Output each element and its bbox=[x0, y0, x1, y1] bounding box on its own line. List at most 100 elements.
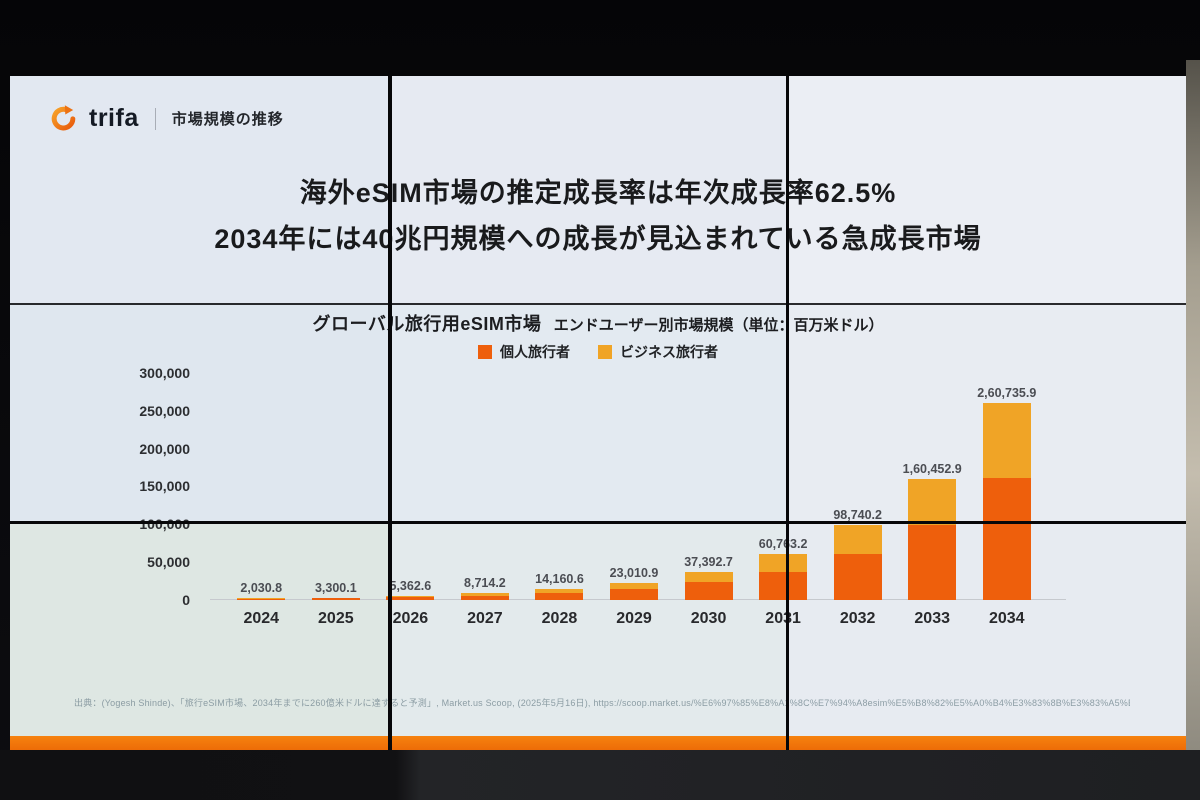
bar-stack bbox=[759, 554, 808, 600]
y-tick-label: 150,000 bbox=[139, 478, 190, 495]
bar-stack bbox=[311, 597, 360, 600]
bar-value-label: 37,392.7 bbox=[684, 554, 733, 569]
y-tick-label: 0 bbox=[182, 591, 190, 608]
wall-tile bbox=[788, 76, 1186, 305]
room-floor-shadow bbox=[0, 750, 1200, 800]
bar-value-label: 8,714.2 bbox=[464, 576, 506, 591]
x-axis-year-label: 2031 bbox=[765, 610, 801, 627]
bar-value-label: 23,010.9 bbox=[609, 565, 659, 580]
bar-value-label: 2,030.8 bbox=[240, 581, 283, 596]
bar-group-2025: 3,300.1 2025 bbox=[299, 356, 374, 627]
bezel-seam-vertical bbox=[786, 76, 789, 750]
business-segment bbox=[610, 582, 658, 590]
bar-group-2030: 37,392.7 2030 bbox=[671, 356, 746, 627]
bar-stack bbox=[610, 582, 658, 600]
y-tick-label: 200,000 bbox=[139, 440, 190, 457]
slide-section-label: 市場規模の推移 bbox=[171, 111, 284, 128]
bezel-seam-horizontal bbox=[10, 521, 1186, 524]
business-segment bbox=[833, 525, 882, 554]
personal-swatch-icon bbox=[478, 345, 492, 359]
chart-title-main: グローバル旅行用eSIM市場 bbox=[312, 314, 542, 334]
personal-segment bbox=[311, 598, 360, 600]
bar-group-2024: 2,030.8 2024 bbox=[224, 356, 299, 627]
brand-logo-text: trifa bbox=[89, 104, 139, 132]
x-axis-year-label: 2029 bbox=[616, 610, 652, 627]
bar-group-2031: 60,763.2 2031 bbox=[746, 356, 821, 627]
brand-row: trifa 市場規模の推移 bbox=[50, 104, 284, 133]
bar-group-2034: 2,60,735.9 2034 bbox=[969, 356, 1044, 627]
headline-line-1: 海外eSIM市場の推定成長率は年次成長率62.5% bbox=[299, 178, 897, 208]
personal-segment bbox=[908, 524, 957, 600]
slide-accent-strip bbox=[10, 736, 1186, 750]
wall-tile bbox=[10, 76, 390, 305]
bar-group-2033: 1,60,452.9 2033 bbox=[895, 356, 970, 627]
bar-group-2032: 98,740.2 2032 bbox=[820, 356, 895, 627]
business-segment bbox=[535, 589, 584, 594]
wall-tile bbox=[10, 524, 390, 750]
bar-stack bbox=[386, 595, 435, 600]
personal-segment bbox=[460, 595, 509, 600]
wall-tile bbox=[390, 76, 788, 305]
business-segment bbox=[460, 593, 509, 596]
personal-segment bbox=[982, 477, 1031, 600]
source-citation: 出典：(Yogesh Shinde)、「旅行eSIM市場、2034年までに260… bbox=[74, 698, 1130, 708]
personal-segment bbox=[833, 553, 882, 600]
bar-value-label: 2,60,735.9 bbox=[977, 385, 1037, 400]
wall-tile bbox=[390, 524, 788, 750]
business-segment bbox=[908, 478, 957, 525]
x-axis-year-label: 2027 bbox=[467, 610, 503, 627]
personal-segment bbox=[759, 571, 808, 600]
brand-divider bbox=[154, 107, 156, 130]
bar-group-2027: 8,714.2 2027 bbox=[448, 356, 523, 627]
chart-title-sub: エンドユーザー別市場規模（単位：百万米ドル） bbox=[553, 317, 884, 334]
y-tick-label: 50,000 bbox=[147, 554, 190, 571]
bar-value-label: 5,362.6 bbox=[389, 578, 432, 593]
trifa-logo-icon bbox=[50, 105, 77, 132]
business-segment bbox=[759, 554, 808, 572]
bar-value-label: 98,740.2 bbox=[833, 508, 882, 523]
business-segment bbox=[684, 571, 733, 583]
legend-item-personal: 個人旅行者 bbox=[478, 342, 570, 362]
x-axis-year-label: 2025 bbox=[318, 610, 354, 627]
headline-line-2: 2034年には40兆円規模への成長が見込まれている急成長市場 bbox=[214, 224, 982, 254]
x-axis-year-label: 2028 bbox=[541, 610, 578, 627]
business-swatch-icon bbox=[598, 345, 612, 359]
personal-segment bbox=[535, 593, 584, 600]
legend-item-business: ビジネス旅行者 bbox=[598, 342, 718, 362]
bar-group-2026: 5,362.6 2026 bbox=[373, 356, 448, 627]
wall-tile bbox=[390, 305, 788, 524]
bar-value-label: 3,300.1 bbox=[314, 580, 357, 595]
y-tick-label: 100,000 bbox=[139, 516, 190, 533]
personal-segment bbox=[386, 597, 435, 600]
personal-segment bbox=[684, 582, 733, 600]
x-axis-year-label: 2032 bbox=[839, 610, 876, 627]
legend-label: ビジネス旅行者 bbox=[620, 344, 718, 360]
x-axis-year-label: 2034 bbox=[988, 610, 1025, 627]
bar-stack bbox=[535, 589, 584, 600]
legend-label: 個人旅行者 bbox=[500, 344, 570, 360]
bezel-seam-horizontal bbox=[10, 303, 1186, 305]
bar-stack bbox=[460, 593, 509, 600]
y-tick-label: 300,000 bbox=[139, 365, 190, 381]
wall-tile bbox=[10, 305, 390, 524]
plot-area: 2,030.8 2024 3,300.1 2025 5,362.6 2026 8,714.2… bbox=[224, 356, 1044, 627]
x-axis-year-label: 2030 bbox=[690, 610, 727, 627]
bar-stack bbox=[908, 478, 957, 600]
wall-sliver bbox=[1186, 60, 1200, 750]
slide-content: trifa 市場規模の推移 海外eSIM市場の推定成長率は年次成長率62.5% … bbox=[10, 76, 1186, 750]
bar-group-2028: 14,160.6 2028 bbox=[522, 356, 597, 627]
business-segment bbox=[386, 595, 435, 598]
bar-value-label: 60,763.2 bbox=[758, 537, 808, 552]
personal-segment bbox=[610, 589, 658, 600]
bar-stack bbox=[684, 571, 733, 600]
chart-title: グローバル旅行用eSIM市場 エンドユーザー別市場規模（単位：百万米ドル） bbox=[10, 310, 1186, 336]
bar-value-label: 14,160.6 bbox=[535, 572, 584, 587]
x-axis-year-label: 2026 bbox=[392, 610, 429, 627]
x-axis-year-label: 2033 bbox=[914, 610, 950, 627]
y-tick-label: 250,000 bbox=[139, 402, 190, 419]
bar-stack bbox=[982, 402, 1031, 600]
slide-headline: 海外eSIM市場の推定成長率は年次成長率62.5% 2034年には40兆円規模へ… bbox=[10, 170, 1186, 262]
personal-segment bbox=[237, 599, 286, 600]
video-wall-screen: trifa 市場規模の推移 海外eSIM市場の推定成長率は年次成長率62.5% … bbox=[10, 76, 1186, 750]
